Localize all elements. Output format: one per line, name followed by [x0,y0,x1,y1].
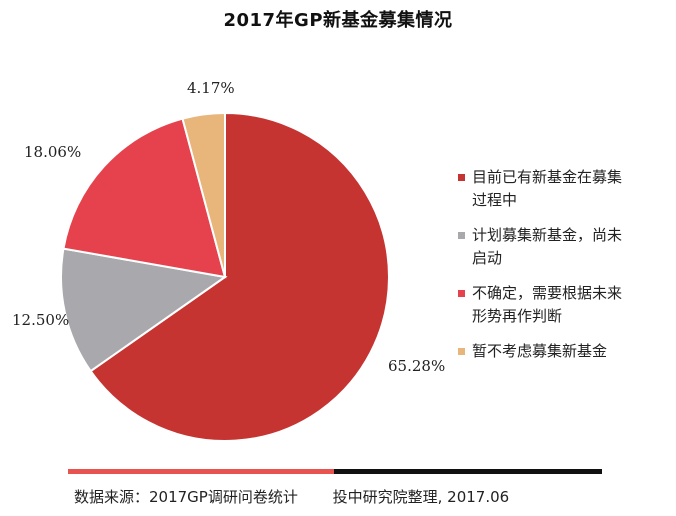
legend-label-line1: 目前已有新基金在募集 [472,168,623,186]
footer-rule-red [68,469,334,474]
legend-swatch [458,290,465,297]
legend-swatch [458,232,465,239]
legend-label-line2: 过程中 [472,191,518,209]
legend-item-not-considering: 暂不考虑募集新基金 [458,340,670,363]
slice-not-considering [181,111,226,278]
legend-swatch [458,348,465,355]
legend-item-uncertain: 不确定，需要根据未来 形势再作判断 [458,282,670,328]
legend-label-line2: 形势再作判断 [472,307,563,325]
chart-legend: 目前已有新基金在募集 过程中 计划募集新基金，尚未 启动 不确定，需要根据未来 … [458,166,670,375]
legend-item-planned: 计划募集新基金，尚未 启动 [458,224,670,270]
legend-label-line1: 计划募集新基金，尚未 [472,226,623,244]
slice-value-label: 65.28% [388,357,445,375]
legend-item-in-progress: 目前已有新基金在募集 过程中 [458,166,670,212]
legend-swatch [458,174,465,181]
slice-value-label: 4.17% [187,79,235,97]
slice-in-progress [89,111,390,442]
footer-source: 数据来源：2017GP调研问卷统计 投中研究院整理, 2017.06 [74,486,509,507]
footer-rule-black [334,469,602,474]
legend-label-line2: 启动 [472,249,503,267]
chart-title: 2017年GP新基金募集情况 [223,10,453,31]
slice-value-label: 18.06% [24,143,81,161]
slice-value-label: 12.50% [12,311,69,329]
legend-label-line1: 暂不考虑募集新基金 [472,342,608,360]
slice-uncertain [62,117,227,279]
slice-planned [60,247,228,373]
source-text: 数据来源：2017GP调研问卷统计 [74,488,298,506]
credit-text: 投中研究院整理, 2017.06 [332,488,510,506]
legend-label-line1: 不确定，需要根据未来 [472,284,623,302]
